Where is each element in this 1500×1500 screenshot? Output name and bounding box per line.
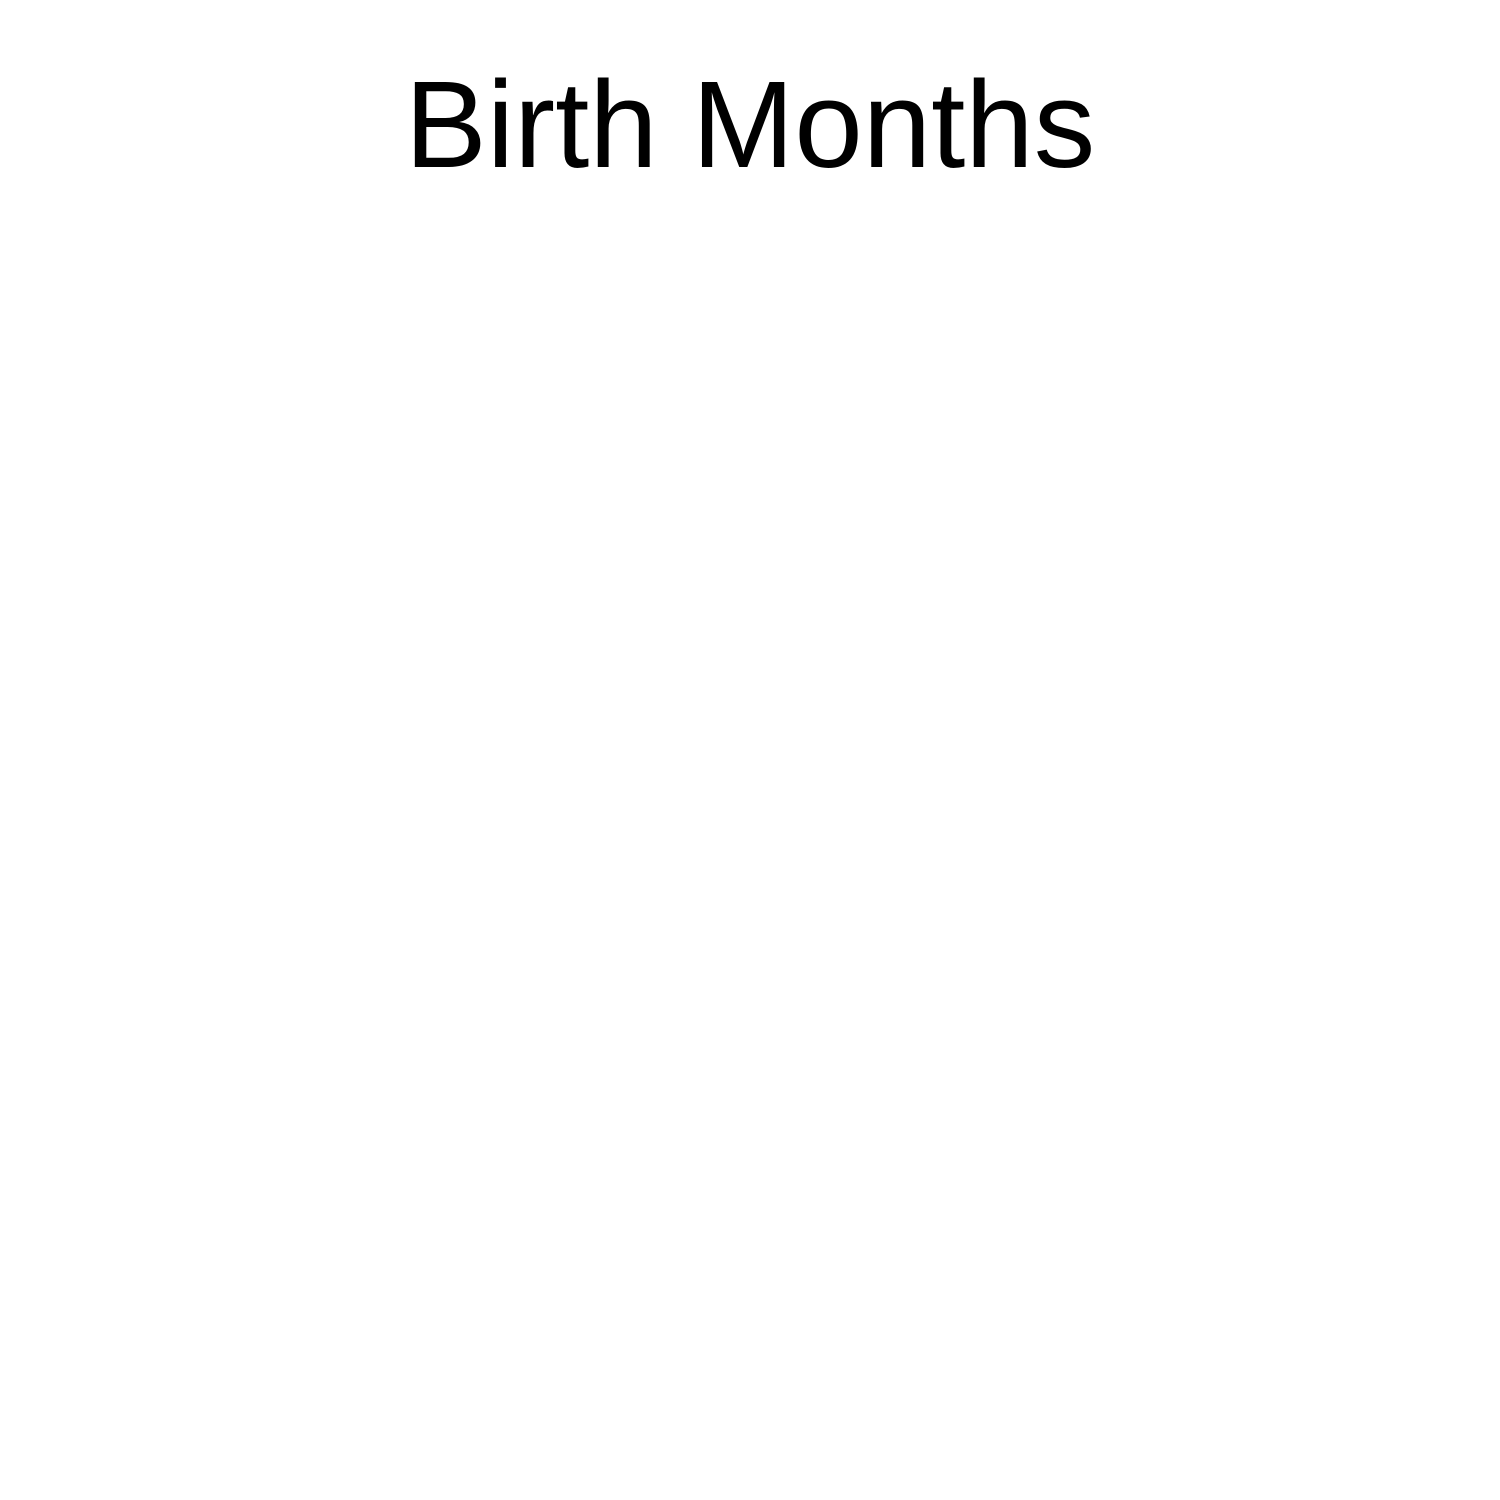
page-title: Birth Months bbox=[404, 57, 1096, 194]
